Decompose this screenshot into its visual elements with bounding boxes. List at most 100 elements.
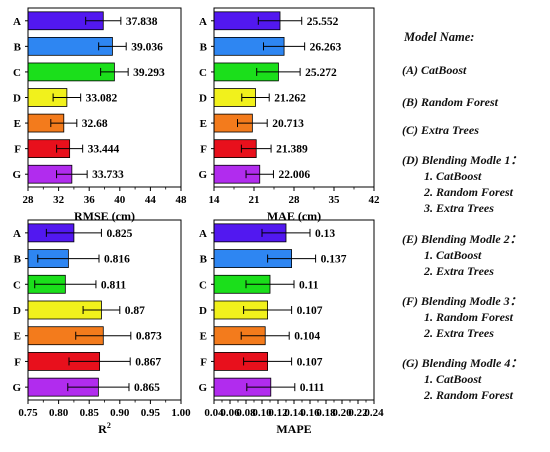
category-tick-label: F <box>14 356 21 368</box>
x-tick-label: 0.16 <box>300 407 320 419</box>
x-axis-label-superscript: 2 <box>107 421 111 430</box>
x-tick-label: 0.10 <box>252 407 272 419</box>
x-tick-label: 0.24 <box>364 407 384 419</box>
x-axis-label: R2 <box>98 421 111 436</box>
category-tick-label: E <box>200 118 207 130</box>
legend-entry-sub: 1. CatBoost <box>424 248 482 262</box>
data-label: 0.137 <box>321 254 347 266</box>
category-tick-label: C <box>199 279 207 291</box>
data-label: 0.825 <box>106 228 132 240</box>
legend-title: Model Name: <box>404 30 475 44</box>
category-tick-label: D <box>199 93 207 105</box>
x-tick-label: 0.14 <box>284 407 304 419</box>
legend-entry-sub: 2. Extra Trees <box>424 264 494 278</box>
legend-entry-sub: 1. CatBoost <box>424 169 482 183</box>
category-tick-label: A <box>13 16 21 28</box>
chart-panel-4: 0.13 A 0.137 B 0.11 C 0.107 D 0.104 E 0.107 F 0.111 G… <box>198 219 384 436</box>
category-tick-label: C <box>13 279 21 291</box>
x-tick-label: 1.00 <box>171 407 191 419</box>
legend-entry-sub: 2. Random Forest <box>424 388 514 402</box>
legend-entry-head: (G) Blending Modle 4： <box>402 356 523 370</box>
data-label: 26.263 <box>310 41 342 53</box>
category-tick-label: A <box>199 16 207 28</box>
legend-entry-head: (E) Blending Modle 2： <box>402 232 522 246</box>
chart-panel-1: 37.838 A 39.036 B 39.293 C 33.082 D 32.68 E 33.444… <box>12 7 188 223</box>
category-tick-label: G <box>198 169 207 181</box>
category-tick-label: F <box>200 144 207 156</box>
data-label: 33.444 <box>88 144 120 156</box>
x-tick-label: 48 <box>176 194 188 206</box>
legend-entry-sub: 1. Random Forest <box>424 310 514 324</box>
x-axis-label: MAE (cm) <box>267 209 321 223</box>
x-tick-label: 0.95 <box>141 407 161 419</box>
category-tick-label: G <box>12 169 21 181</box>
category-tick-label: C <box>13 67 21 79</box>
x-tick-label: 40 <box>114 194 126 206</box>
x-axis-label: RMSE (cm) <box>74 209 135 223</box>
x-tick-label: 21 <box>249 194 260 206</box>
data-label: 0.816 <box>104 254 130 266</box>
category-tick-label: F <box>14 144 21 156</box>
category-tick-label: B <box>14 254 22 266</box>
x-tick-label: 0.90 <box>110 407 130 419</box>
legend-entry-head: (B) Random Forest <box>402 95 499 109</box>
category-tick-label: D <box>13 93 21 105</box>
legend-entry-head: (D) Blending Modle 1： <box>402 153 523 167</box>
x-tick-label: 0.20 <box>332 407 352 419</box>
legend-entry-d: (D) Blending Modle 1： 1. CatBoost 2. Ran… <box>402 152 550 216</box>
legend-entry-e: (E) Blending Modle 2： 1. CatBoost 2. Ext… <box>402 231 550 279</box>
x-tick-label: 0.12 <box>268 407 288 419</box>
category-tick-label: A <box>13 228 21 240</box>
legend-entry-head: (F) Blending Modle 3： <box>402 294 522 308</box>
category-tick-label: G <box>12 382 21 394</box>
category-tick-label: E <box>14 118 21 130</box>
x-tick-label: 32 <box>53 194 65 206</box>
category-tick-label: F <box>200 356 207 368</box>
category-tick-label: C <box>199 67 207 79</box>
chart-panel-2: 25.552 A 26.263 B 25.272 C 21.262 D 20.713 E 21.38… <box>198 7 381 223</box>
category-tick-label: B <box>14 41 22 53</box>
data-label: 21.389 <box>276 144 308 156</box>
x-tick-label: 0.85 <box>80 407 100 419</box>
data-label: 0.873 <box>136 331 162 343</box>
data-label: 25.552 <box>307 16 339 28</box>
x-tick-label: 14 <box>209 194 221 206</box>
legend-entry-sub: 2. Extra Trees <box>424 326 494 340</box>
category-tick-label: B <box>200 41 208 53</box>
x-tick-label: 44 <box>145 194 157 206</box>
data-label: 37.838 <box>126 16 158 28</box>
legend-entry-b: (B) Random Forest <box>402 94 550 110</box>
legend-entry-head: (C) Extra Trees <box>402 123 479 137</box>
data-label: 39.293 <box>133 67 165 79</box>
data-label: 0.13 <box>315 228 335 240</box>
legend-entry-sub: 1. CatBoost <box>424 372 482 386</box>
legend-entry-sub: 3. Extra Trees <box>424 201 494 215</box>
data-label: 33.082 <box>86 93 118 105</box>
data-label: 39.036 <box>131 41 163 53</box>
legend-entry-f: (F) Blending Modle 3： 1. Random Forest 2… <box>402 293 550 341</box>
data-label: 0.107 <box>297 356 323 368</box>
x-tick-label: 28 <box>289 194 301 206</box>
category-tick-label: G <box>198 382 207 394</box>
data-label: 0.811 <box>101 279 126 291</box>
data-label: 0.104 <box>294 331 320 343</box>
x-tick-label: 35 <box>329 194 341 206</box>
legend-entry-c: (C) Extra Trees <box>402 122 550 138</box>
data-label: 22.006 <box>278 169 310 181</box>
x-tick-label: 0.75 <box>18 407 38 419</box>
data-label: 0.865 <box>134 382 160 394</box>
x-tick-label: 0.80 <box>49 407 69 419</box>
data-label: 21.262 <box>274 93 306 105</box>
chart-panel-3: 0.825 A 0.816 B 0.811 C 0.87 D 0.873 E 0.867 F 0.865… <box>12 219 191 436</box>
category-tick-label: D <box>199 305 207 317</box>
x-tick-label: 0.18 <box>316 407 336 419</box>
data-label: 33.733 <box>92 169 124 181</box>
x-tick-label: 42 <box>369 194 381 206</box>
x-tick-label: 0.22 <box>348 407 368 419</box>
x-tick-label: 0.08 <box>236 407 256 419</box>
x-axis-label: MAPE <box>276 422 311 436</box>
data-label: 0.11 <box>299 279 319 291</box>
category-tick-label: B <box>200 254 208 266</box>
data-label: 0.107 <box>297 305 323 317</box>
